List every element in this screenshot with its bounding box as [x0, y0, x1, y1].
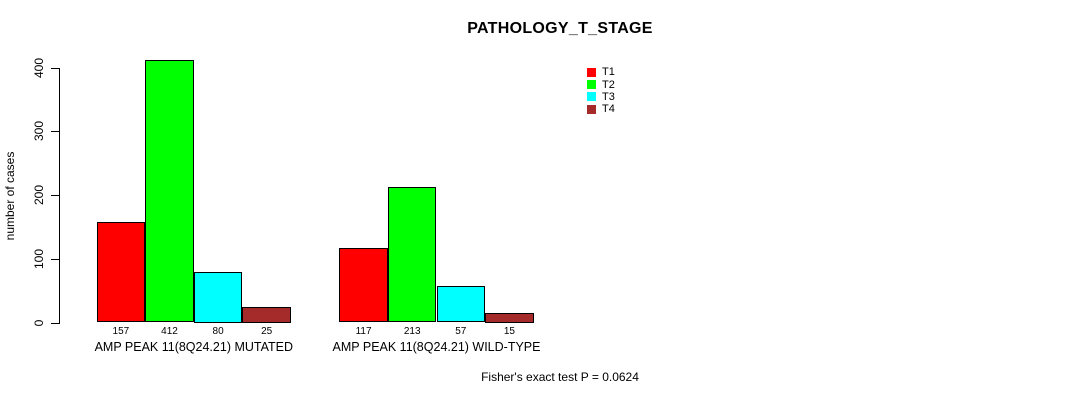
bar-t1-group1	[96, 222, 146, 323]
y-axis-label: number of cases	[3, 151, 17, 241]
y-tick	[51, 322, 59, 324]
bar-value-label: 412	[161, 326, 178, 337]
bar-value-label: 57	[455, 326, 467, 337]
bar-value-label: 117	[355, 326, 372, 337]
bar-value-label: 25	[261, 326, 273, 337]
legend-item-t3: T3	[587, 91, 615, 103]
y-tick-label: 400	[31, 57, 46, 78]
y-tick	[51, 258, 59, 260]
bar-t4-group1	[242, 306, 291, 323]
y-tick	[51, 131, 59, 133]
y-tick-label: 0	[31, 319, 46, 326]
legend-label-t3: T3	[602, 90, 615, 103]
y-tick-label: 300	[31, 121, 46, 142]
legend-label-t1: T1	[602, 66, 615, 79]
legend-swatch-t4	[587, 104, 596, 114]
bar-t2-group2	[387, 186, 437, 323]
y-tick	[51, 67, 59, 69]
bar-t3-group2	[436, 286, 486, 323]
bar-value-label: 157	[112, 326, 130, 337]
bar-t2-group1	[145, 59, 194, 323]
legend-item-t4: T4	[587, 103, 615, 115]
bar-t1-group2	[339, 247, 388, 323]
annotation-text: Fisher's exact test P = 0.0624	[481, 370, 639, 384]
legend-label-t4: T4	[602, 103, 615, 116]
y-tick-label: 100	[31, 248, 46, 269]
y-tick-label: 200	[31, 184, 46, 206]
group-label: AMP PEAK 11(8Q24.21) MUTATED	[94, 340, 294, 354]
legend-item-t2: T2	[587, 78, 615, 91]
legend-item-t1: T1	[587, 66, 615, 78]
group-label: AMP PEAK 11(8Q24.21) WILD-TYPE	[332, 340, 541, 354]
bar-value-label: 213	[403, 326, 421, 337]
bar-t4-group2	[485, 312, 534, 323]
legend-swatch-t2	[587, 80, 596, 90]
y-tick	[51, 195, 59, 196]
legend: T1 T2 T3 T4	[587, 66, 615, 116]
bar-value-label: 15	[503, 326, 515, 337]
legend-swatch-t3	[587, 92, 596, 102]
bar-value-label: 80	[212, 326, 224, 337]
legend-swatch-t1	[587, 67, 596, 77]
bar-t3-group1	[193, 271, 243, 323]
legend-label-t2: T2	[602, 78, 615, 91]
y-axis-line	[59, 67, 60, 324]
chart-title: PATHOLOGY_T_STAGE	[467, 20, 653, 37]
